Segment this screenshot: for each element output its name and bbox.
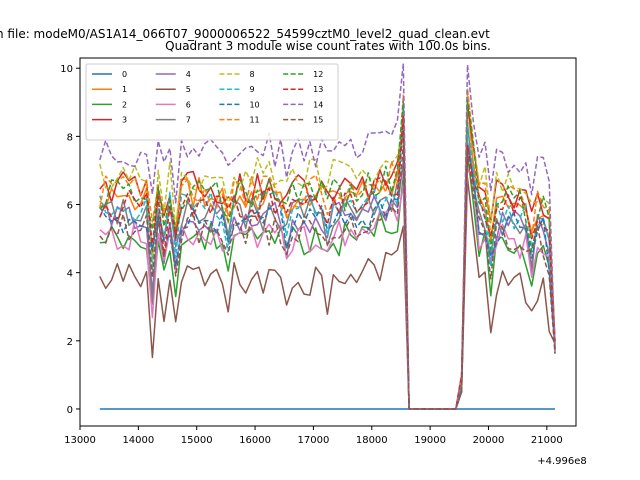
x-tick-label: 14000 bbox=[122, 435, 154, 446]
legend-label: 2 bbox=[122, 100, 127, 109]
y-tick-label: 10 bbox=[60, 64, 73, 75]
x-tick-label: 17000 bbox=[298, 435, 330, 446]
series-line-3 bbox=[99, 103, 556, 410]
legend-label: 1 bbox=[122, 85, 127, 94]
legend-label: 8 bbox=[249, 70, 254, 79]
legend-label: 7 bbox=[186, 116, 191, 125]
x-offset-label: +4.996e8 bbox=[537, 456, 587, 467]
series-line-15 bbox=[99, 144, 556, 410]
legend-label: 6 bbox=[186, 100, 191, 109]
legend-label: 15 bbox=[313, 116, 323, 125]
x-tick-label: 19000 bbox=[414, 435, 446, 446]
x-tick-label: 16000 bbox=[239, 435, 271, 446]
series-line-12 bbox=[99, 99, 556, 410]
legend-label: 14 bbox=[313, 100, 323, 109]
series-line-5 bbox=[99, 177, 556, 410]
series-line-8 bbox=[99, 88, 556, 410]
figure-suptitle: n file: modeM0/AS1A14_066T07_9000006522_… bbox=[0, 27, 490, 41]
x-tick-label: 20000 bbox=[473, 435, 505, 446]
x-tick-label: 15000 bbox=[181, 435, 213, 446]
series-line-10 bbox=[99, 121, 556, 410]
legend-label: 10 bbox=[249, 100, 259, 109]
legend-label: 13 bbox=[313, 85, 323, 94]
legend-label: 11 bbox=[249, 116, 259, 125]
x-tick-label: 13000 bbox=[64, 435, 96, 446]
legend-box bbox=[85, 63, 339, 141]
series-line-13 bbox=[99, 114, 556, 410]
legend-label: 3 bbox=[122, 116, 127, 125]
y-tick-label: 0 bbox=[67, 405, 73, 416]
y-axis: 0 2 4 6 8 10 bbox=[60, 64, 80, 416]
series-line-14 bbox=[99, 62, 556, 410]
series-lines bbox=[99, 62, 556, 410]
axes-frame bbox=[79, 57, 577, 427]
y-tick-label: 2 bbox=[67, 337, 73, 348]
series-line-7 bbox=[99, 121, 556, 410]
x-tick-label: 21000 bbox=[531, 435, 563, 446]
y-tick-label: 6 bbox=[67, 201, 73, 212]
y-tick-label: 8 bbox=[67, 132, 73, 143]
legend-label: 0 bbox=[122, 70, 127, 79]
chart-title: Quadrant 3 module wise count rates with … bbox=[165, 39, 491, 53]
x-axis: 13000 14000 15000 16000 17000 18000 19000 20000… bbox=[64, 426, 563, 446]
y-tick-label: 4 bbox=[67, 269, 73, 280]
legend-label: 4 bbox=[186, 70, 191, 79]
legend-label: 12 bbox=[313, 70, 323, 79]
legend-label: 9 bbox=[249, 85, 254, 94]
x-tick-label: 18000 bbox=[356, 435, 388, 446]
legend-label: 5 bbox=[186, 85, 191, 94]
